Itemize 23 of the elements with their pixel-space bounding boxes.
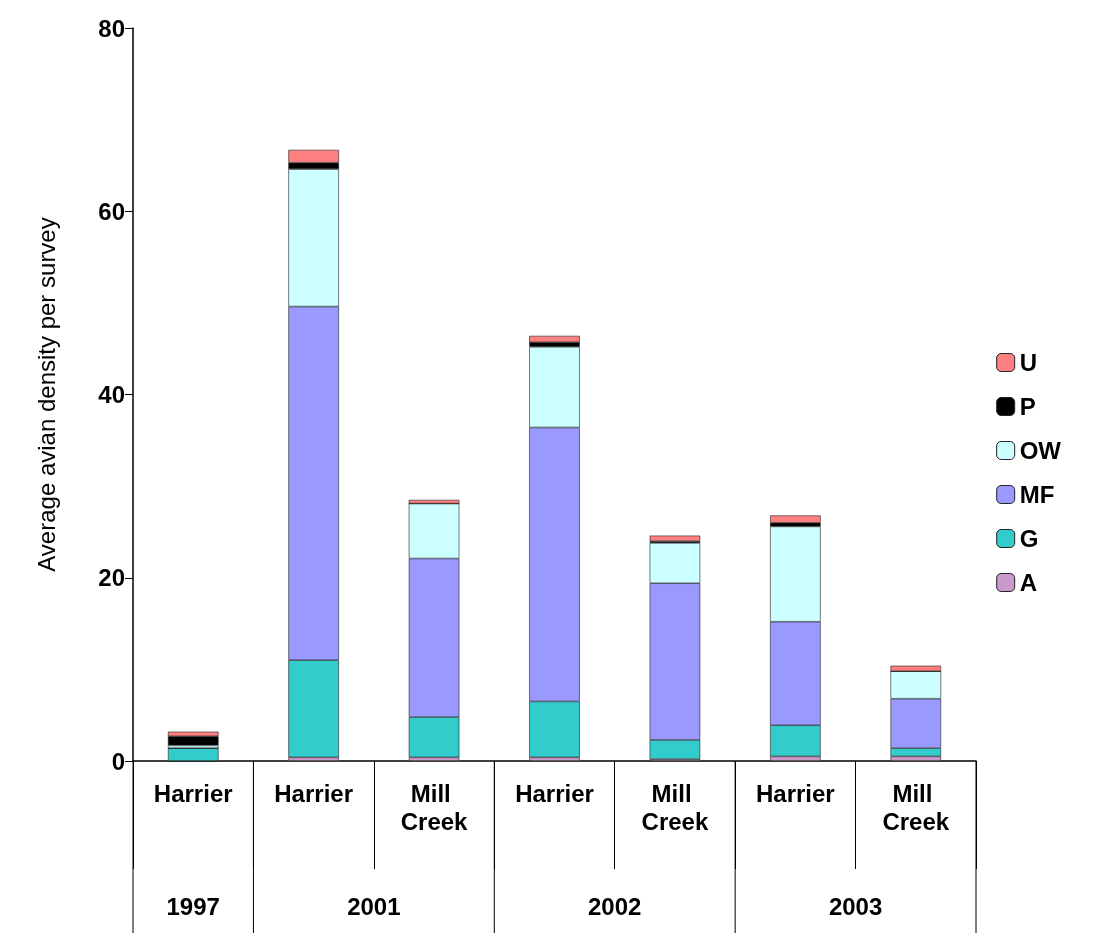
text: 1997 [166, 892, 220, 920]
legend-label: A [1019, 569, 1038, 596]
x-tick-label: Harrier [756, 779, 835, 807]
legend-label: MF [1019, 481, 1055, 508]
y-tick-label: 20 [98, 564, 125, 592]
y-tick-label: 0 [111, 747, 125, 775]
y-tick-label: 60 [98, 197, 125, 225]
x-tick-label: Mill Creek [882, 779, 950, 835]
legend-label: U [1019, 349, 1038, 376]
y-tick-label: 40 [98, 381, 125, 408]
legend-label: P [1019, 393, 1036, 420]
x-tick-label: Harrier [274, 779, 353, 807]
x-tick-label: Harrier [515, 779, 594, 807]
text: 2001 [347, 892, 401, 920]
text: 2003 [828, 892, 883, 920]
x-tick-label: Harrier [153, 779, 233, 807]
legend-label: G [1019, 525, 1039, 552]
legend-label: OW [1019, 437, 1062, 464]
x-tick-label: Mill Creek [641, 779, 709, 835]
y-axis-title: Average avian density per survey [32, 217, 60, 572]
text: 2002 [588, 892, 642, 920]
y-tick-label: 80 [98, 14, 125, 42]
x-tick-label: Mill Creek [400, 779, 469, 835]
